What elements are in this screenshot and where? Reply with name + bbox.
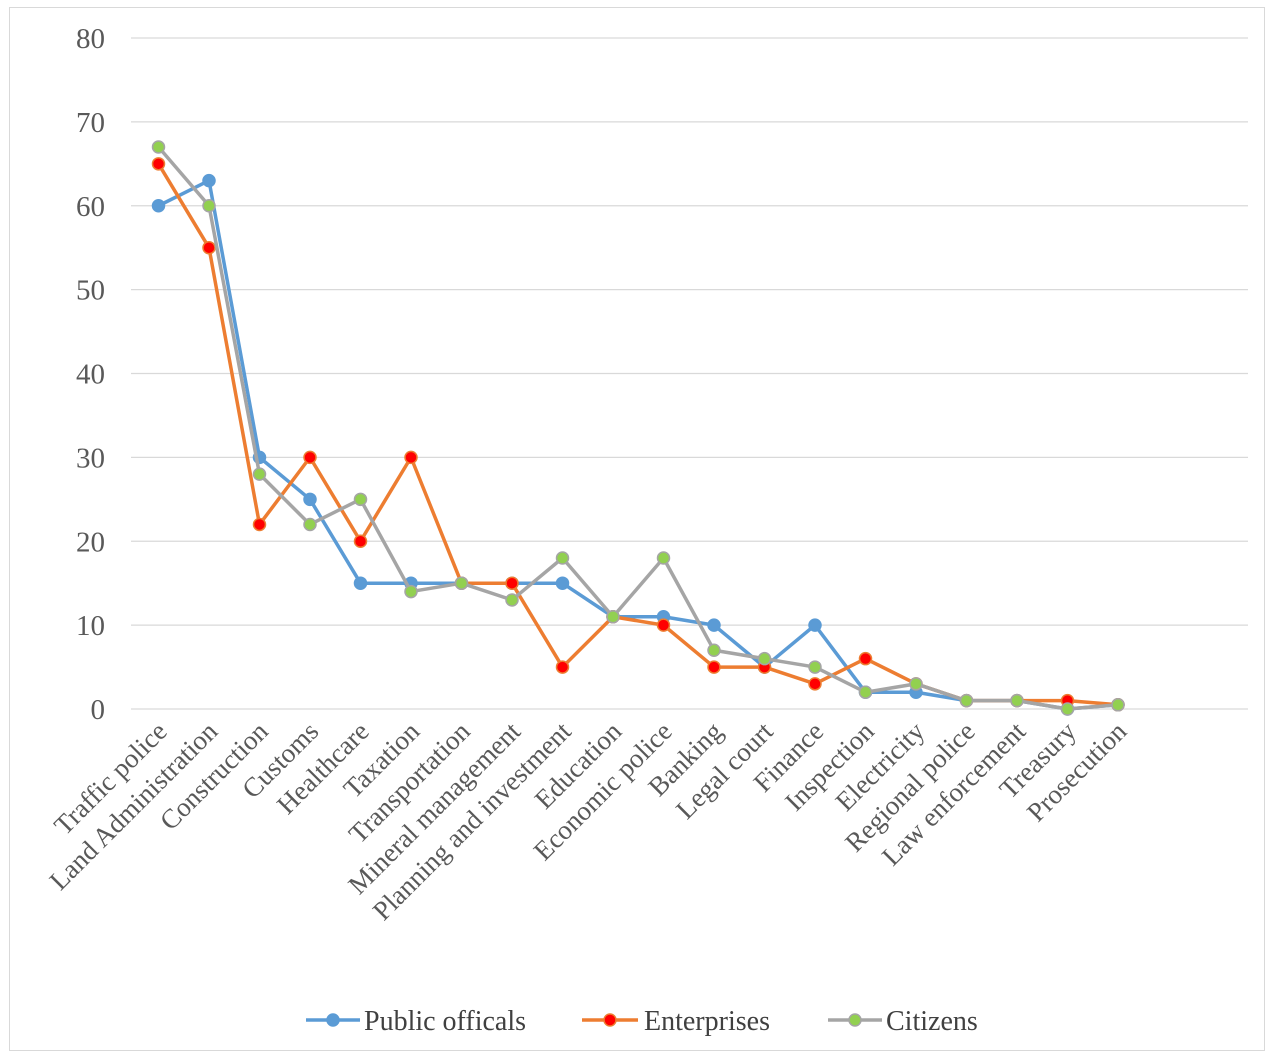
data-point bbox=[252, 517, 267, 532]
data-point bbox=[909, 677, 923, 691]
data-point bbox=[707, 660, 721, 674]
data-point bbox=[858, 685, 873, 699]
legend-swatch-marker bbox=[603, 1013, 617, 1027]
series-lines bbox=[151, 140, 1125, 716]
y-tick-label: 20 bbox=[76, 526, 105, 558]
y-axis-tick-labels: 0 10 20 30 40 50 60 70 80 bbox=[76, 23, 105, 726]
data-point bbox=[151, 140, 166, 154]
series-line bbox=[157, 178, 1119, 711]
series-citizens bbox=[151, 140, 1125, 716]
y-tick-label: 40 bbox=[76, 359, 105, 391]
data-point bbox=[202, 173, 216, 188]
data-point bbox=[707, 618, 721, 632]
data-point bbox=[757, 651, 772, 666]
data-point bbox=[303, 450, 317, 465]
data-point bbox=[202, 240, 216, 255]
data-point bbox=[1111, 698, 1125, 712]
data-point bbox=[505, 593, 519, 607]
data-point bbox=[1060, 702, 1075, 716]
data-point bbox=[353, 492, 368, 507]
data-point bbox=[555, 551, 570, 565]
y-tick-label: 0 bbox=[91, 694, 106, 726]
data-point bbox=[202, 199, 216, 213]
data-point bbox=[555, 576, 570, 590]
y-tick-label: 50 bbox=[76, 275, 105, 307]
series-line bbox=[157, 162, 1119, 707]
data-point bbox=[303, 492, 317, 507]
y-tick-label: 30 bbox=[76, 442, 105, 474]
y-tick-label: 60 bbox=[76, 191, 105, 223]
legend-swatch-marker bbox=[848, 1013, 862, 1027]
legend-item: Citizens bbox=[828, 1006, 978, 1037]
series-public-officals bbox=[151, 173, 1125, 716]
data-point bbox=[353, 534, 368, 548]
data-point bbox=[858, 651, 873, 666]
gridlines bbox=[131, 37, 1248, 710]
data-point bbox=[353, 576, 368, 590]
data-point bbox=[1010, 693, 1024, 708]
y-tick-label: 10 bbox=[76, 610, 105, 642]
y-tick-label: 70 bbox=[76, 107, 105, 139]
legend-label: Citizens bbox=[886, 1006, 978, 1037]
legend-label: Public officals bbox=[364, 1006, 526, 1037]
data-point bbox=[808, 660, 822, 674]
data-point bbox=[656, 551, 671, 565]
legend: Public officals Enterprises Citizens bbox=[306, 1006, 978, 1037]
data-point bbox=[151, 199, 166, 213]
data-point bbox=[454, 576, 469, 590]
series-enterprises bbox=[151, 157, 1125, 712]
series-line bbox=[157, 145, 1119, 711]
data-point bbox=[707, 643, 721, 658]
data-point bbox=[404, 584, 418, 599]
data-point bbox=[808, 677, 822, 691]
y-tick-label: 80 bbox=[76, 23, 105, 55]
data-point bbox=[808, 618, 822, 632]
data-point bbox=[151, 157, 166, 171]
data-point bbox=[252, 467, 267, 481]
legend-swatch-marker bbox=[326, 1013, 340, 1027]
legend-item: Public officals bbox=[306, 1006, 526, 1037]
data-point bbox=[303, 517, 317, 532]
data-point bbox=[505, 576, 519, 590]
legend-label: Enterprises bbox=[644, 1006, 770, 1037]
legend-item: Enterprises bbox=[582, 1006, 770, 1037]
data-point bbox=[555, 660, 570, 674]
data-point bbox=[404, 450, 418, 465]
data-point bbox=[606, 609, 620, 624]
data-point bbox=[959, 693, 974, 708]
chart-frame: 0 10 20 30 40 50 60 70 80 Traffic police Land Adm… bbox=[9, 7, 1265, 1051]
data-point bbox=[656, 618, 671, 632]
